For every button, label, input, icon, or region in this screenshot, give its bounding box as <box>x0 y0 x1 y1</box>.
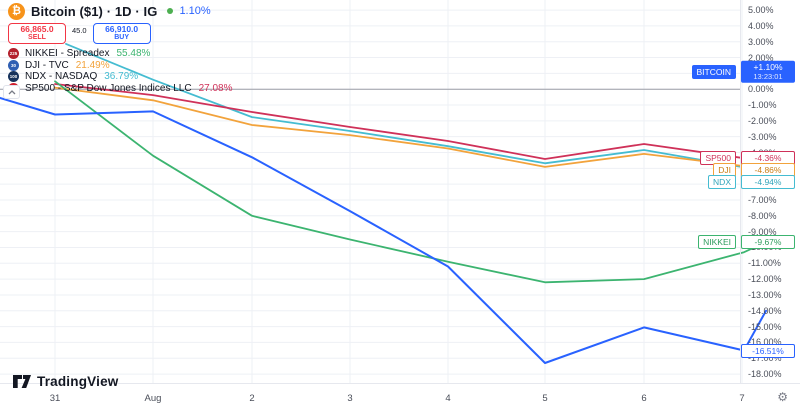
price-tick-label: 5.00% <box>748 5 774 16</box>
symbol-title: Bitcoin ($1) · 1D · IG <box>31 3 158 19</box>
time-tick-label: 6 <box>641 393 647 404</box>
series-line-sp500[interactable] <box>54 83 767 160</box>
buy-button[interactable]: 66,910.0 BUY <box>92 23 151 44</box>
price-tick-label: -8.00% <box>748 210 777 221</box>
nikkei-value-tag: -9.67% <box>741 235 795 249</box>
price-tick-label: -11.00% <box>748 258 781 269</box>
symbol-change: 1.10% <box>179 5 211 17</box>
price-tick-label: -9.00% <box>748 226 777 237</box>
price-tick-label: -14.00% <box>748 305 782 316</box>
price-tick-label: -13.00% <box>748 289 782 300</box>
price-tick-label: -16.00% <box>748 337 782 348</box>
bitcoin-last-value: +1.10% <box>753 61 783 72</box>
price-tick-label: -3.00% <box>748 131 777 142</box>
market-status-icon <box>167 8 174 14</box>
compare-row-ndx[interactable]: 100 NDX - NASDAQ 36.79% <box>8 71 233 83</box>
bar-close-countdown: 13:23:01 <box>753 71 783 81</box>
sell-price: 66,865.0 <box>20 24 54 35</box>
nikkei-name-tag: NIKKEI <box>698 235 736 249</box>
series-line-dji[interactable] <box>54 86 745 168</box>
buy-sell-row: 66,865.0 SELL 45.0 66,910.0 BUY <box>8 23 233 44</box>
legend: ₿ Bitcoin ($1) · 1D · IG 1.10% 66,865.0 … <box>8 2 233 94</box>
compare-name: NIKKEI - Spreadex <box>25 48 110 60</box>
price-tick-label: -12.00% <box>748 274 782 285</box>
compare-name: NDX - NASDAQ <box>25 71 98 83</box>
compare-pct: 36.79% <box>104 71 139 83</box>
tradingview-logo-icon <box>13 374 31 388</box>
bitcoin-name-tag: BITCOIN <box>691 65 736 79</box>
time-tick-label: 3 <box>347 393 353 404</box>
compare-row-dji[interactable]: 30 DJI - TVC 21.49% <box>8 59 233 72</box>
ndx-icon: 100 <box>8 71 19 83</box>
price-axis[interactable]: 5.00%4.00%3.00%2.00%1.00%0.00%-1.00%-2.0… <box>740 0 800 395</box>
price-tick-label: 0.00% <box>748 84 774 95</box>
dji-icon: 30 <box>8 59 19 71</box>
compare-pct: 21.49% <box>75 59 110 71</box>
series-line-bitcoin[interactable] <box>0 96 767 364</box>
gear-icon[interactable]: ⚙ <box>777 390 788 404</box>
nikkei-icon: 225 <box>8 48 19 60</box>
price-tick-label: -18.00% <box>748 369 782 380</box>
time-tick-label: 7 <box>739 393 745 404</box>
price-tick-label: 2.00% <box>748 52 774 63</box>
ndx-value-tag: -4.94% <box>741 174 795 189</box>
bitcoin-icon: ₿ <box>8 2 25 20</box>
time-tick-label: 4 <box>445 393 451 404</box>
price-chart-canvas[interactable] <box>0 0 800 383</box>
compare-name: DJI - TVC <box>25 59 69 71</box>
main-symbol-row[interactable]: ₿ Bitcoin ($1) · 1D · IG 1.10% <box>8 2 233 20</box>
chevron-up-icon <box>8 89 15 94</box>
sell-button[interactable]: 66,865.0 SELL <box>8 23 66 44</box>
price-tick-label: -1.00% <box>748 100 777 111</box>
time-tick-label: 5 <box>542 393 548 404</box>
compare-row-nikkei[interactable]: 225 NIKKEI - Spreadex 55.48% <box>8 48 233 60</box>
sell-label: SELL <box>28 34 46 42</box>
series-line-nikkei[interactable] <box>54 80 767 284</box>
bitcoin-value-tag: +1.10% 13:23:01 <box>741 60 795 84</box>
time-tick-label: 2 <box>249 393 255 404</box>
price-tick-label: -2.00% <box>748 115 777 126</box>
buy-price: 66,910.0 <box>105 24 139 35</box>
compare-pct: 55.48% <box>116 48 151 60</box>
price-tick-label: -17.00% <box>748 353 782 364</box>
spread-value: 45.0 <box>70 26 89 35</box>
time-tick-label: Aug <box>144 393 162 404</box>
legend-collapse-button[interactable] <box>3 85 20 99</box>
price-tick-label: -7.00% <box>748 194 777 205</box>
compare-name: SP500 - S&P Dow Jones Indices LLC <box>25 82 192 94</box>
tradingview-logo-text: TradingView <box>37 374 119 389</box>
price-tick-label: 4.00% <box>748 20 774 31</box>
series-line-ndx[interactable] <box>65 43 745 169</box>
compare-pct: 27.08% <box>198 82 233 94</box>
time-axis[interactable]: ⚙ 31 Aug 2 3 4 5 6 7 <box>0 383 800 412</box>
compare-row-sp500[interactable]: 500 SP500 - S&P Dow Jones Indices LLC 27… <box>8 82 233 95</box>
time-tick-label: 31 <box>49 393 61 404</box>
price-tick-label: -15.00% <box>748 321 782 332</box>
price-tick-label: 3.00% <box>748 36 774 47</box>
bitcoin-priceline-tag: -16.51% <box>741 344 795 358</box>
ndx-name-tag: NDX <box>708 174 736 189</box>
tradingview-logo[interactable]: TradingView <box>13 374 118 389</box>
buy-label: BUY <box>114 34 129 42</box>
